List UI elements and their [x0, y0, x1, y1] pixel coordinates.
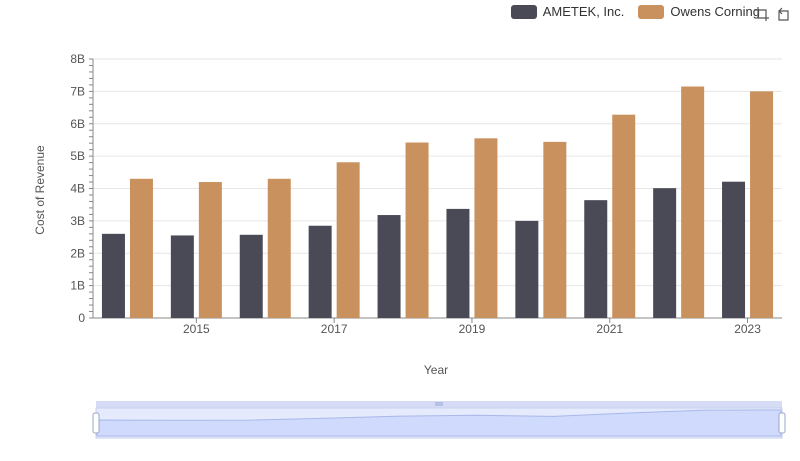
legend: AMETEK, Inc. Owens Corning: [510, 4, 760, 19]
y-minor-ticks: [89, 58, 93, 319]
bar-ametek-inc-2018[interactable]: [377, 215, 401, 318]
y-tick-label: 1B: [70, 279, 85, 293]
bar-owens-corning2020[interactable]: [543, 141, 567, 318]
bar-ametek-inc-2023[interactable]: [722, 181, 746, 318]
bar-owens-corning2021[interactable]: [612, 114, 636, 318]
bar-ametek-inc-2017[interactable]: [308, 225, 332, 318]
zoom-icon[interactable]: [754, 6, 770, 22]
bar-ametek-inc-2020[interactable]: [515, 220, 539, 318]
x-tick-label: 2019: [459, 322, 486, 336]
legend-item-owens-corning[interactable]: Owens Corning: [638, 4, 760, 19]
y-tick-label: 5B: [70, 149, 85, 163]
bar-owens-corning2019[interactable]: [474, 138, 498, 318]
bar-owens-corning2018[interactable]: [405, 142, 429, 318]
bar-ametek-inc-2014[interactable]: [101, 233, 125, 318]
bar-owens-corning2022[interactable]: [681, 86, 705, 318]
bar-ametek-inc-2022[interactable]: [653, 188, 677, 318]
range-slider[interactable]: [92, 401, 786, 439]
reset-icon[interactable]: [776, 6, 792, 22]
x-tick-label: 2017: [321, 322, 348, 336]
bar-owens-corning2016[interactable]: [267, 178, 291, 318]
chart-toolbar: [754, 6, 792, 22]
grid-lines: [93, 58, 782, 319]
slider-preview-area: [96, 409, 782, 437]
x-axis-title: Year: [424, 363, 448, 377]
bar-ametek-inc-2019[interactable]: [446, 208, 470, 318]
bar-owens-corning2015[interactable]: [198, 182, 222, 318]
y-axis-title: Cost of Revenue: [33, 145, 47, 235]
axes: 0 1B 2B 3B 4B 5B 6B 7B 8B 2015 2017 2019 2021 2023: [70, 52, 761, 336]
y-tick-label: 0: [78, 311, 85, 325]
slider-grip[interactable]: [435, 402, 443, 406]
x-tick-label: 2015: [183, 322, 210, 336]
y-tick-label: 7B: [70, 84, 85, 98]
legend-swatch-ametek: [510, 4, 537, 19]
bar-owens-corning2014[interactable]: [129, 178, 153, 318]
bars: [101, 86, 774, 318]
bar-ametek-inc-2021[interactable]: [584, 200, 608, 318]
y-tick-label: 4B: [70, 182, 85, 196]
legend-swatch-owens-corning: [638, 4, 665, 19]
y-tick-label: 8B: [70, 52, 85, 66]
x-tick-label: 2023: [734, 322, 761, 336]
legend-item-ametek[interactable]: AMETEK, Inc.: [510, 4, 625, 19]
bar-owens-corning2023[interactable]: [750, 91, 774, 318]
bar-ametek-inc-2016[interactable]: [239, 234, 263, 318]
bar-ametek-inc-2015[interactable]: [170, 235, 194, 318]
y-tick-label: 2B: [70, 246, 85, 260]
legend-label-ametek: AMETEK, Inc.: [542, 4, 625, 19]
legend-label-owens-corning: Owens Corning: [670, 4, 760, 19]
slider-left-handle[interactable]: [92, 412, 100, 434]
x-tick-label: 2021: [596, 322, 623, 336]
slider-right-handle[interactable]: [778, 412, 786, 434]
bar-owens-corning2017[interactable]: [336, 162, 360, 318]
y-tick-label: 6B: [70, 117, 85, 131]
y-tick-label: 3B: [70, 214, 85, 228]
